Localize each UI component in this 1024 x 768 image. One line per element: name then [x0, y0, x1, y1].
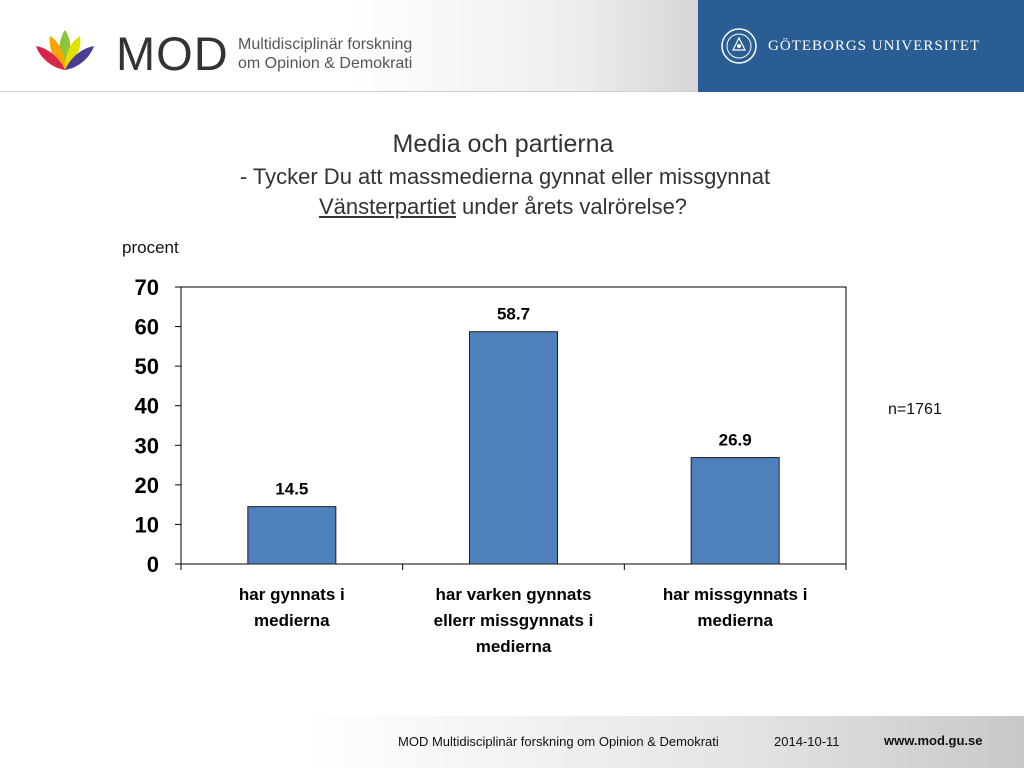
mod-logo-subtitle: Multidisciplinär forskning om Opinion & … — [238, 35, 412, 73]
university-seal-icon — [721, 28, 757, 64]
x-category-label: har varken gynnats — [436, 585, 592, 604]
question-prefix: - — [239, 164, 253, 189]
footer-date: 2014-10-11 — [774, 734, 840, 749]
header: MOD Multidisciplinär forskning om Opinio… — [0, 0, 1024, 92]
question-text-1: Tycker Du att massmedierna gynnat eller … — [252, 164, 771, 189]
question-party: Vänsterpartiet — [318, 194, 456, 219]
mod-subtitle-line1: Multidisciplinär forskning — [238, 36, 413, 53]
x-category-label: har gynnats i — [239, 585, 345, 604]
x-category-label: medierna — [697, 611, 773, 630]
flower-logo-icon — [36, 30, 94, 70]
x-category-label: har missgynnats i — [663, 585, 808, 604]
mod-subtitle-line2: om Opinion & Demokrati — [238, 55, 413, 72]
bar-data-label: 14.5 — [275, 480, 308, 499]
x-category-label: medierna — [254, 611, 330, 630]
x-category-label: ellerr missgynnats i — [434, 611, 594, 630]
bar — [690, 457, 780, 565]
bar — [469, 331, 558, 565]
y-axis-label: procent — [122, 238, 179, 257]
y-tick-label: 50 — [135, 354, 159, 379]
slide-title: Media och partierna — [392, 130, 614, 158]
y-tick-label: 60 — [135, 315, 159, 340]
question-text-2: under årets valrörelse? — [455, 194, 688, 219]
y-tick-label: 10 — [135, 512, 159, 537]
footer-org: MOD Multidisciplinär forskning om Opinio… — [398, 734, 719, 749]
y-tick-label: 40 — [135, 394, 159, 419]
bar-data-label: 58.7 — [497, 305, 530, 324]
y-tick-label: 20 — [135, 473, 159, 498]
y-tick-label: 30 — [135, 433, 159, 458]
sample-size-label: n=1761 — [888, 401, 942, 418]
bar-data-label: 26.9 — [719, 431, 752, 450]
header-right-panel — [698, 0, 1024, 92]
university-name: GÖTEBORGS UNIVERSITET — [768, 38, 981, 54]
question-line-1: - Tycker Du att massmedierna gynnat elle… — [0, 164, 1010, 190]
mod-logo-text: MOD — [116, 27, 229, 80]
y-tick-label: 0 — [147, 552, 159, 577]
footer — [0, 716, 1024, 768]
bar — [247, 506, 337, 565]
question-line-2: Vänsterpartiet under årets valrörelse? — [0, 194, 1006, 220]
x-category-label: medierna — [476, 637, 552, 656]
footer-url[interactable]: www.mod.gu.se — [884, 733, 983, 748]
y-tick-label: 70 — [135, 275, 159, 300]
header-left-panel: MOD Multidisciplinär forskning om Opinio… — [0, 0, 698, 92]
